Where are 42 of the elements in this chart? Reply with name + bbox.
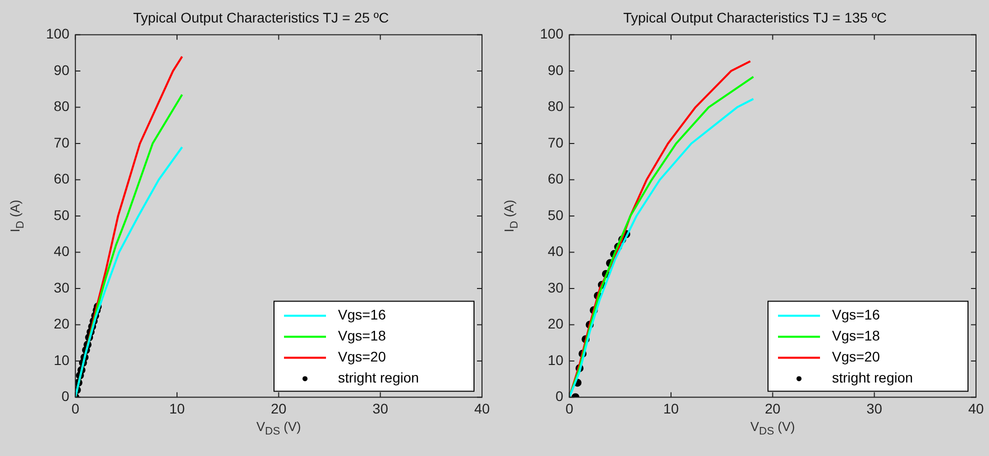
y-tick-label: 0 [556,388,564,404]
y-tick-label: 90 [548,62,564,78]
chart-title: Typical Output Characteristics TJ = 135 ºC [623,9,887,26]
x-tick-label: 40 [968,400,984,416]
y-tick-label: 60 [54,170,70,187]
y-tick-label: 50 [54,206,70,223]
chart-title: Typical Output Characteristics TJ = 25 ºC [133,9,389,26]
x-tick-label: 30 [866,400,882,416]
y-tick-label: 10 [548,352,564,368]
x-tick-label: 30 [372,400,388,416]
x-tick-label: 20 [270,400,287,416]
x-axis-title: V$_{DS}$ (V) [256,419,302,438]
x-tick-label: 20 [764,400,781,416]
legend-label: Vgs=20 [832,348,880,365]
x-tick-label: 10 [663,400,680,416]
y-tick-label: 30 [548,279,564,296]
y-tick-label: 60 [548,170,564,187]
legend-label: Vgs=16 [832,306,880,323]
legend-label: Vgs=18 [832,328,880,344]
legend-label: stright region [832,370,913,386]
y-tick-label: 90 [54,62,70,78]
y-tick-label: 10 [54,352,70,368]
y-tick-label: 70 [54,134,70,150]
x-tick-label: 10 [169,400,186,416]
legend-label: Vgs=18 [338,328,386,344]
y-tick-label: 50 [548,206,564,223]
legend-label: Vgs=20 [338,348,386,365]
y-tick-label: 100 [46,26,70,42]
y-tick-label: 100 [540,26,564,42]
y-tick-label: 30 [54,279,70,296]
y-tick-label: 80 [548,98,564,114]
y-tick-label: 70 [548,134,564,150]
y-tick-label: 40 [54,243,70,260]
x-axis-title: V$_{DS}$ (V) [750,419,796,438]
y-tick-label: 40 [548,243,564,260]
y-tick-label: 80 [54,98,70,114]
legend-label: stright region [338,370,419,386]
legend-label: Vgs=16 [338,306,386,323]
y-tick-label: 20 [548,316,564,332]
y-tick-label: 0 [62,388,70,404]
x-tick-label: 40 [474,400,490,416]
y-tick-label: 20 [54,316,70,332]
